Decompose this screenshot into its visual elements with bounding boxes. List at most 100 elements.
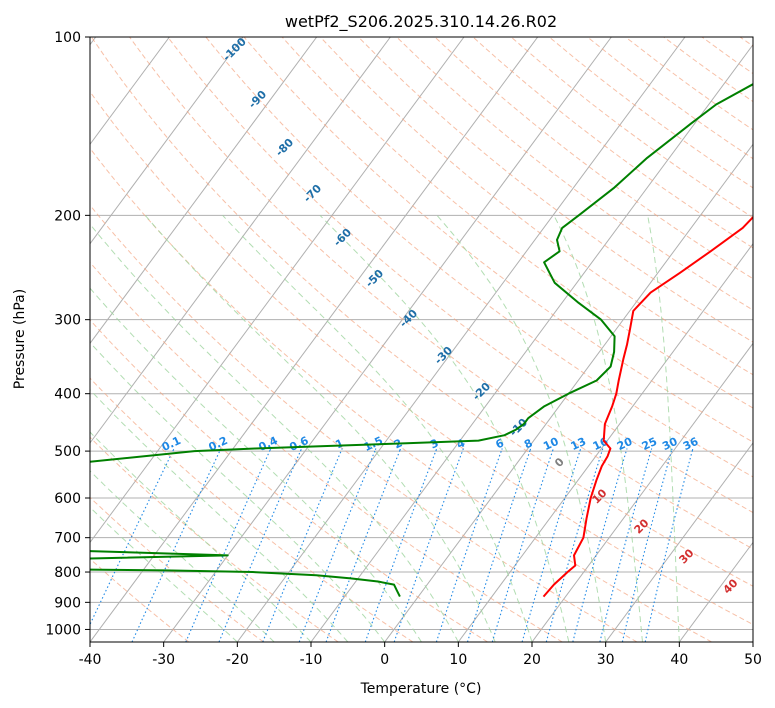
x-tick-label: 0 <box>380 652 389 668</box>
dry-adiabat-line <box>548 37 753 189</box>
moist-adiabat-line <box>90 287 422 642</box>
dry-adiabat-line <box>90 558 190 642</box>
mixing-ratio-line <box>325 448 402 642</box>
x-tick-label: -30 <box>152 652 175 668</box>
mixing-ratio-label: 1 <box>333 436 345 451</box>
isotherm-line <box>605 442 753 642</box>
isotherm-line <box>531 342 753 642</box>
moist-adiabat-line <box>319 214 570 642</box>
mixing-ratio-line <box>262 448 343 642</box>
dry-adiabat-line <box>90 204 638 642</box>
y-tick-label: 900 <box>54 595 81 611</box>
mixing-ratio-label: 10 <box>541 435 561 453</box>
y-tick-label: 300 <box>54 313 81 329</box>
dry-adiabat-line <box>701 37 753 75</box>
mixing-ratio-line <box>218 448 303 642</box>
moist-adiabat-line <box>647 215 680 642</box>
dry-adiabat-line <box>90 261 563 642</box>
mixing-ratio-line <box>545 448 604 642</box>
dry-adiabat-line <box>396 37 753 311</box>
isotherm-label: -50 <box>363 267 386 290</box>
y-tick-label: 100 <box>54 30 81 46</box>
mixing-ratio-label: 36 <box>681 435 701 453</box>
x-axis-label: Temperature (°C) <box>360 681 482 697</box>
moist-adiabat-line <box>222 214 533 642</box>
x-tick-label: -20 <box>226 652 249 668</box>
y-tick-label: 800 <box>54 565 81 581</box>
plot-frame <box>89 36 754 643</box>
dry-adiabat-line <box>129 37 753 550</box>
dry-adiabat-line <box>90 319 488 642</box>
dry-adiabat-line <box>434 37 753 280</box>
dry-adiabat-line <box>90 377 414 642</box>
mixing-ratio-label: 13 <box>569 435 588 453</box>
isotherm-line <box>752 641 753 642</box>
isotherm-line <box>163 37 612 642</box>
mixing-ratio-line <box>435 448 503 642</box>
dry-adiabat-line <box>281 37 753 409</box>
isotherm-label: -30 <box>432 344 455 367</box>
mixing-ratio-line <box>621 448 673 642</box>
moist-adiabat-line <box>553 215 643 642</box>
dry-adiabat-line <box>739 37 753 47</box>
plot-area: 0.1 0.2 0.4 0.6 1 1.5 2 3 4 6 8 10 13 16 20 25 30 36-100-… <box>90 37 753 642</box>
dry-adiabat-line <box>472 37 753 249</box>
isotherm-label: -40 <box>397 307 420 330</box>
isotherm-line <box>384 143 753 642</box>
mixing-ratio-line <box>521 448 582 642</box>
isotherm-label: -60 <box>331 226 354 249</box>
y-axis-label: Pressure (hPa) <box>12 289 28 389</box>
dry-adiabat-line <box>510 37 753 219</box>
isotherm-line <box>678 541 753 642</box>
dry-adiabat-line <box>90 147 712 642</box>
dry-adiabat-line <box>663 37 753 103</box>
x-tick-label: 30 <box>597 652 615 668</box>
moist-adiabat-line <box>90 341 386 642</box>
x-tick-label: 40 <box>670 652 688 668</box>
dewpoint-line <box>90 83 753 598</box>
y-tick-label: 500 <box>54 444 81 460</box>
isotherm-line <box>90 37 391 444</box>
x-tick-label: 50 <box>744 652 762 668</box>
isotherm-label: -90 <box>246 88 269 111</box>
x-tick-label: -10 <box>300 652 323 668</box>
isotherm-line <box>90 37 465 544</box>
x-tick-label: 10 <box>449 652 467 668</box>
mixing-ratio-line <box>572 448 628 642</box>
dry-adiabat-line <box>90 436 339 642</box>
isotherm-label: -70 <box>301 182 324 205</box>
mixing-ratio-line <box>491 448 554 642</box>
isotherm-line <box>310 43 753 642</box>
mixing-ratio-line <box>644 448 694 642</box>
mixing-ratio-line <box>131 448 222 642</box>
mixing-ratio-line <box>364 448 438 642</box>
mixing-ratio-line <box>599 448 653 642</box>
moist-adiabat-line <box>90 223 459 642</box>
isotherm-line <box>236 37 686 642</box>
moist-adiabat-line <box>90 431 312 642</box>
moist-adiabat-line <box>90 506 238 642</box>
isotherm-line <box>457 242 753 642</box>
dry-adiabat-line <box>167 37 753 514</box>
dry-adiabat-line <box>243 37 753 443</box>
y-tick-label: 1000 <box>45 622 81 638</box>
mixing-ratio-label: 6 <box>494 436 507 451</box>
mixing-ratio-line <box>185 448 272 642</box>
isotherm-line <box>90 37 244 245</box>
y-tick-label: 600 <box>54 491 81 507</box>
dry-adiabat-label: 0 <box>552 455 567 470</box>
mixing-ratio-line <box>466 448 532 642</box>
isotherm-label: -80 <box>273 136 296 159</box>
dry-adiabat-label: 30 <box>677 546 697 566</box>
isotherm-line <box>90 37 170 146</box>
axes: -40 -30 -20 -10 0 10 20 30 40 5010020030040050060… <box>45 30 762 668</box>
mixing-ratio-label: 20 <box>615 435 635 453</box>
temperature-line <box>542 215 753 598</box>
dry-adiabat-label: 40 <box>721 576 741 596</box>
mixing-ratio-label: 4 <box>455 436 468 451</box>
dry-adiabat-line <box>90 90 753 626</box>
mixing-ratio-label: 30 <box>660 435 680 453</box>
isotherm-line <box>90 37 539 642</box>
chart-title: wetPf2_S206.2025.310.14.26.R02 <box>285 12 557 32</box>
